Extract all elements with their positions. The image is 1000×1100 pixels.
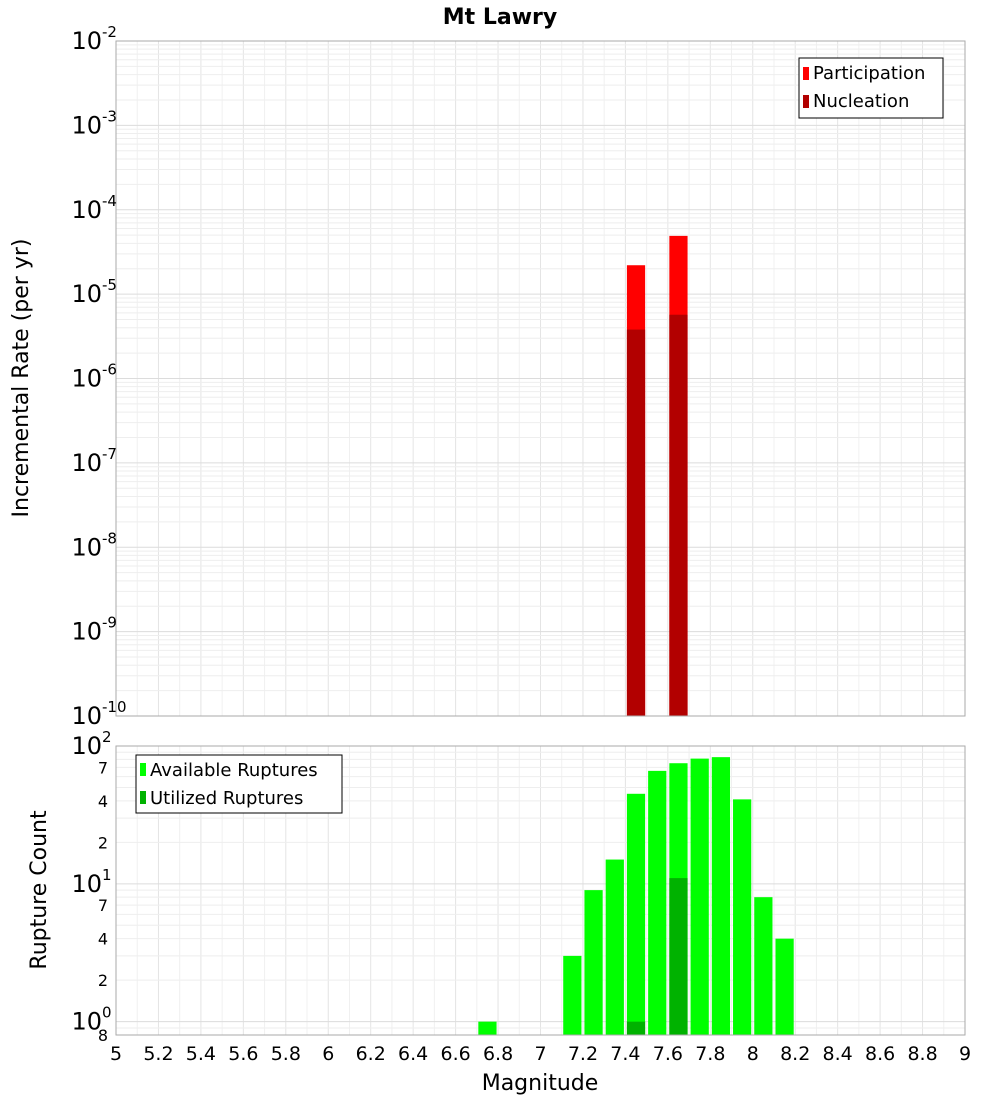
- y-tick-exponent: -5: [102, 276, 117, 294]
- y-tick-exponent: -7: [102, 445, 117, 463]
- y-tick-exponent: -8: [102, 529, 117, 547]
- count-utilized-ruptures-bar: [626, 1021, 646, 1035]
- top-y-axis-label: Incremental Rate (per yr): [9, 239, 34, 518]
- bottom-legend-box: [135, 754, 343, 814]
- x-tick-label: 8.8: [907, 1043, 937, 1065]
- x-tick-label: 8.6: [865, 1043, 895, 1065]
- y-tick-label: 10: [71, 1008, 102, 1036]
- x-tick-label: 7.4: [610, 1043, 640, 1065]
- y-tick-exponent: -9: [102, 614, 117, 632]
- count-available-ruptures-bar: [626, 793, 646, 1035]
- top-legend: Participation Nucleation: [798, 57, 944, 119]
- top-plot-frame: [115, 40, 966, 717]
- y-minor-tick-label: 4: [98, 930, 108, 949]
- legend-label-participation: Participation: [813, 63, 925, 84]
- legend-swatch-available: [140, 763, 146, 776]
- count-available-ruptures-bar: [775, 938, 794, 1035]
- y-minor-tick-label: 2: [98, 971, 108, 990]
- count-available-ruptures-bar: [711, 757, 731, 1035]
- top-gridlines: [115, 40, 966, 717]
- count-utilized-ruptures-bar: [669, 878, 688, 1035]
- y-tick-exponent: -4: [102, 192, 117, 210]
- y-tick-label: 10: [71, 27, 102, 55]
- x-tick-label: 8: [747, 1043, 759, 1065]
- count-available-ruptures-bar: [478, 1021, 497, 1035]
- legend-swatch-nucleation: [803, 95, 809, 108]
- x-tick-label: 7: [534, 1043, 546, 1065]
- y-minor-tick-label: 2: [98, 833, 108, 852]
- y-tick-exponent: -2: [102, 23, 117, 41]
- x-tick-label: 5.6: [228, 1043, 258, 1065]
- x-tick-label: 5.2: [143, 1043, 173, 1065]
- y-tick-label: 10: [71, 111, 102, 139]
- count-available-ruptures-bar: [563, 955, 582, 1035]
- y-tick-exponent: 1: [102, 866, 112, 884]
- legend-label-nucleation: Nucleation: [813, 91, 909, 112]
- legend-swatch-utilized: [140, 791, 146, 804]
- y-minor-tick-label: 7: [98, 758, 108, 777]
- y-tick-label: 10: [71, 702, 102, 730]
- x-tick-label: 6.8: [483, 1043, 513, 1065]
- x-tick-label: 5.8: [271, 1043, 301, 1065]
- y-tick-exponent: -10: [102, 698, 127, 716]
- bottom-plot-frame: [115, 745, 966, 1036]
- count-available-ruptures-bar: [648, 770, 667, 1035]
- count-available-ruptures-bar: [733, 799, 752, 1035]
- y-minor-tick-label: 4: [98, 792, 108, 811]
- y-tick-label: 10: [71, 449, 102, 477]
- x-axis-label: Magnitude: [482, 1071, 599, 1096]
- x-tick-label: 6.6: [440, 1043, 470, 1065]
- x-tick-label: 8.2: [780, 1043, 810, 1065]
- rate-nucleation-bar: [626, 329, 646, 716]
- y-tick-exponent: -3: [102, 107, 117, 125]
- y-tick-label: 10: [71, 365, 102, 393]
- y-minor-tick-label: 8: [98, 1026, 108, 1045]
- x-tick-label: 5.4: [186, 1043, 216, 1065]
- top-bars: [626, 235, 688, 716]
- y-tick-label: 10: [71, 280, 102, 308]
- y-tick-label: 10: [71, 870, 102, 898]
- x-tick-label: 7.8: [695, 1043, 725, 1065]
- bottom-y-axis-label: Rupture Count: [27, 810, 52, 970]
- y-tick-label: 10: [71, 732, 102, 760]
- rate-nucleation-bar: [669, 314, 688, 716]
- legend-label-available: Available Ruptures: [150, 760, 318, 781]
- y-tick-label: 10: [71, 533, 102, 561]
- count-available-ruptures-bar: [754, 897, 773, 1035]
- y-tick-label: 10: [71, 196, 102, 224]
- count-available-ruptures-bar: [690, 758, 709, 1035]
- x-tick-label: 7.6: [653, 1043, 683, 1065]
- x-tick-labels: 5 5.2 5.4 5.6 5.8 6 6.2 6.4 6.6 6.8 7 7.2 7.4 7.6 7.8 8…: [110, 1043, 971, 1065]
- count-available-ruptures-bar: [605, 859, 624, 1035]
- bottom-bars: [478, 757, 794, 1035]
- count-available-ruptures-bar: [584, 890, 603, 1035]
- y-minor-tick-label: 7: [98, 896, 108, 915]
- x-tick-label: 7.2: [568, 1043, 598, 1065]
- y-tick-exponent: 2: [102, 728, 112, 746]
- x-tick-label: 6.4: [398, 1043, 428, 1065]
- x-tick-label: 8.4: [823, 1043, 853, 1065]
- bottom-legend: Available Ruptures Utilized Ruptures: [135, 754, 343, 814]
- y-tick-exponent: -6: [102, 361, 117, 379]
- top-legend-box: [798, 57, 944, 119]
- x-tick-label: 6: [322, 1043, 334, 1065]
- chart-title: Mt Lawry: [443, 5, 557, 30]
- y-tick-label: 10: [71, 618, 102, 646]
- legend-label-utilized: Utilized Ruptures: [150, 788, 303, 809]
- x-tick-label: 9: [959, 1043, 971, 1065]
- x-tick-label: 5: [110, 1043, 122, 1065]
- x-tick-label: 6.2: [356, 1043, 386, 1065]
- y-tick-exponent: 0: [102, 1004, 112, 1022]
- legend-swatch-participation: [803, 67, 809, 80]
